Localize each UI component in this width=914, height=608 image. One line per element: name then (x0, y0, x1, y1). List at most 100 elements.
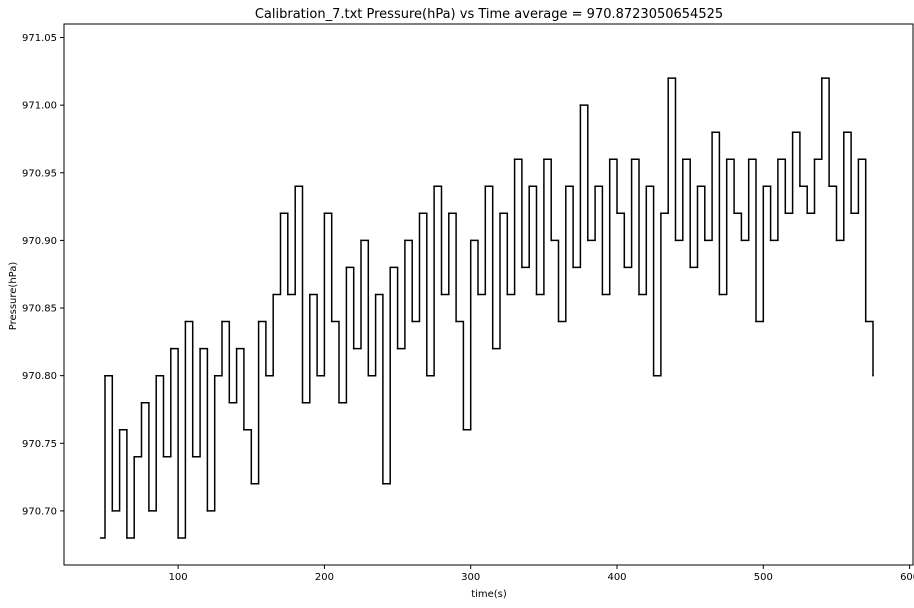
data-point (630, 158, 633, 160)
x-tick-label: 300 (461, 572, 480, 583)
y-tick-label: 970.85 (22, 304, 57, 315)
data-point (762, 185, 765, 188)
y-tick-label: 970.90 (22, 236, 57, 247)
data-point (506, 293, 509, 296)
data-point (411, 320, 414, 323)
data-point (279, 212, 282, 215)
data-point (191, 456, 194, 458)
plot-frame (63, 23, 914, 566)
data-point (872, 374, 874, 377)
data-point (733, 212, 735, 215)
data-point (162, 456, 165, 458)
data-point (711, 131, 713, 133)
y-tick-label: 970.75 (22, 439, 57, 450)
data-point (557, 320, 560, 323)
y-tick-label: 971.00 (22, 101, 57, 112)
data-point (850, 212, 852, 215)
data-point (426, 374, 428, 377)
data-point (418, 212, 421, 215)
x-tick-label: 400 (607, 572, 626, 583)
data-point (104, 374, 106, 377)
data-point (382, 483, 384, 485)
data-point (455, 320, 457, 323)
data-point (250, 483, 253, 485)
data-point (396, 347, 399, 350)
data-point (601, 293, 604, 296)
data-point (140, 401, 143, 404)
data-point (769, 239, 772, 242)
data-point (579, 104, 582, 106)
data-point (345, 266, 348, 269)
data-point (835, 239, 838, 242)
data-point (257, 320, 260, 323)
data-point (433, 185, 435, 188)
data-point (550, 239, 552, 242)
data-point (828, 185, 830, 188)
data-point (543, 158, 545, 160)
data-point (243, 428, 245, 431)
data-point (404, 239, 406, 242)
data-point (462, 428, 465, 431)
y-tick-label: 970.80 (22, 371, 57, 382)
data-point (740, 239, 743, 242)
data-point (682, 158, 684, 160)
data-point (294, 185, 297, 188)
data-point (704, 239, 706, 242)
y-tick-label: 971.05 (22, 33, 57, 44)
data-point (133, 456, 135, 458)
y-tick-label: 970.95 (22, 168, 57, 179)
x-tick-label: 200 (315, 572, 334, 583)
data-point (755, 320, 757, 323)
data-point (608, 158, 611, 160)
data-point (469, 239, 472, 242)
data-point (747, 158, 750, 160)
data-point (616, 212, 618, 215)
data-point (674, 239, 677, 242)
data-point (806, 212, 808, 215)
data-point (99, 537, 102, 539)
data-point (272, 293, 275, 296)
data-point (199, 347, 201, 350)
data-point (491, 347, 494, 350)
data-point (316, 374, 318, 377)
data-point (448, 212, 450, 215)
data-point (301, 401, 304, 404)
data-point (572, 266, 574, 269)
data-point (513, 158, 516, 160)
data-point (652, 374, 655, 377)
data-point (338, 401, 340, 404)
data-point (821, 77, 823, 79)
data-point (213, 374, 216, 377)
data-point (170, 347, 172, 350)
data-point (784, 212, 787, 215)
data-point (725, 158, 728, 160)
data-point (184, 320, 187, 323)
data-point (799, 185, 801, 188)
data-point (360, 239, 362, 242)
x-axis-label: time(s) (471, 589, 507, 600)
data-point (667, 77, 669, 79)
data-point (535, 293, 538, 296)
data-point (148, 510, 150, 512)
data-point (352, 347, 355, 350)
y-axis-label: Pressure(hPa) (8, 262, 19, 331)
data-point (587, 239, 589, 242)
data-point (696, 185, 699, 188)
data-point (645, 185, 648, 188)
data-point (521, 266, 523, 269)
y-tick-label: 970.70 (22, 506, 57, 517)
data-point (287, 293, 289, 296)
chart-title: Calibration_7.txt Pressure(hPa) vs Time … (255, 7, 723, 22)
data-point (265, 374, 267, 377)
data-point (440, 293, 443, 296)
data-point (499, 212, 501, 215)
data-point (857, 158, 860, 160)
data-point (594, 185, 596, 188)
data-point (718, 293, 721, 296)
data-point (843, 131, 845, 133)
data-point (309, 293, 311, 296)
data-point (813, 158, 816, 160)
y-axis: 970.70 970.75 970.80 970.85 970.90 970.95 971.… (22, 33, 64, 517)
